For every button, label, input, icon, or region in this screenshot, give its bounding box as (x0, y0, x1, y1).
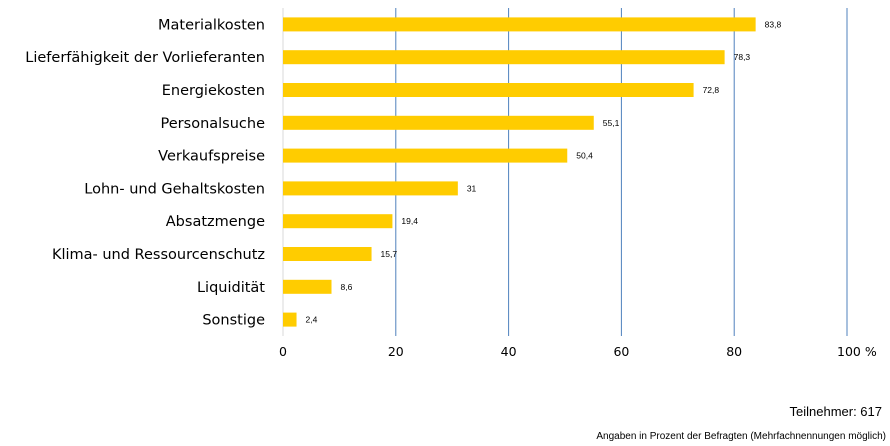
data-label: 2,4 (306, 315, 318, 325)
data-label: 83,8 (765, 19, 782, 29)
category-label: Energiekosten (162, 83, 265, 99)
category-label: Sonstige (202, 313, 265, 329)
data-label: 55,1 (603, 118, 620, 128)
data-label: 72,8 (703, 85, 720, 95)
category-label: Liquidität (197, 280, 265, 296)
x-tick-label: 40 (501, 344, 517, 359)
bar (283, 181, 458, 196)
x-tick-label: 100 % (837, 344, 877, 359)
data-label: 8,6 (341, 282, 353, 292)
bar (283, 115, 594, 130)
bar (283, 247, 372, 261)
bar (283, 83, 694, 97)
data-label: 78,3 (734, 52, 751, 62)
data-label: 19,4 (401, 216, 418, 226)
data-label: 50,4 (576, 151, 593, 161)
bar (283, 312, 297, 327)
x-axis-ticks: 0 20 40 60 80 100 % (279, 344, 877, 359)
category-label: Absatzmenge (166, 214, 265, 230)
bar (283, 17, 756, 32)
category-label: Verkaufspreise (158, 149, 265, 165)
participants-note: Teilnehmer: 617 (789, 404, 883, 419)
x-tick-label: 0 (279, 344, 287, 359)
data-label: 31 (467, 183, 477, 193)
bars (283, 17, 756, 327)
bar (283, 50, 725, 65)
category-label: Personalsuche (161, 116, 266, 132)
bar-chart: Materialkosten Lieferfähigkeit der Vorlie… (25, 8, 877, 359)
bar (283, 214, 393, 229)
x-tick-label: 80 (726, 344, 742, 359)
bar (283, 279, 332, 294)
footnote: Angaben in Prozent der Befragten (Mehrfa… (596, 431, 886, 442)
category-labels: Materialkosten Lieferfähigkeit der Vorlie… (25, 17, 265, 328)
category-label: Klima- und Ressourcenschutz (52, 247, 265, 263)
category-label: Lohn- und Gehaltskosten (84, 181, 265, 197)
x-tick-label: 60 (613, 344, 629, 359)
x-tick-label: 20 (388, 344, 404, 359)
value-labels: 83,8 78,3 72,8 55,1 50,4 31 19,4 15,7 8,6 2,4 (306, 19, 782, 324)
bar (283, 148, 568, 163)
category-label: Lieferfähigkeit der Vorlieferanten (25, 50, 265, 66)
data-label: 15,7 (381, 249, 398, 259)
category-label: Materialkosten (158, 17, 265, 33)
